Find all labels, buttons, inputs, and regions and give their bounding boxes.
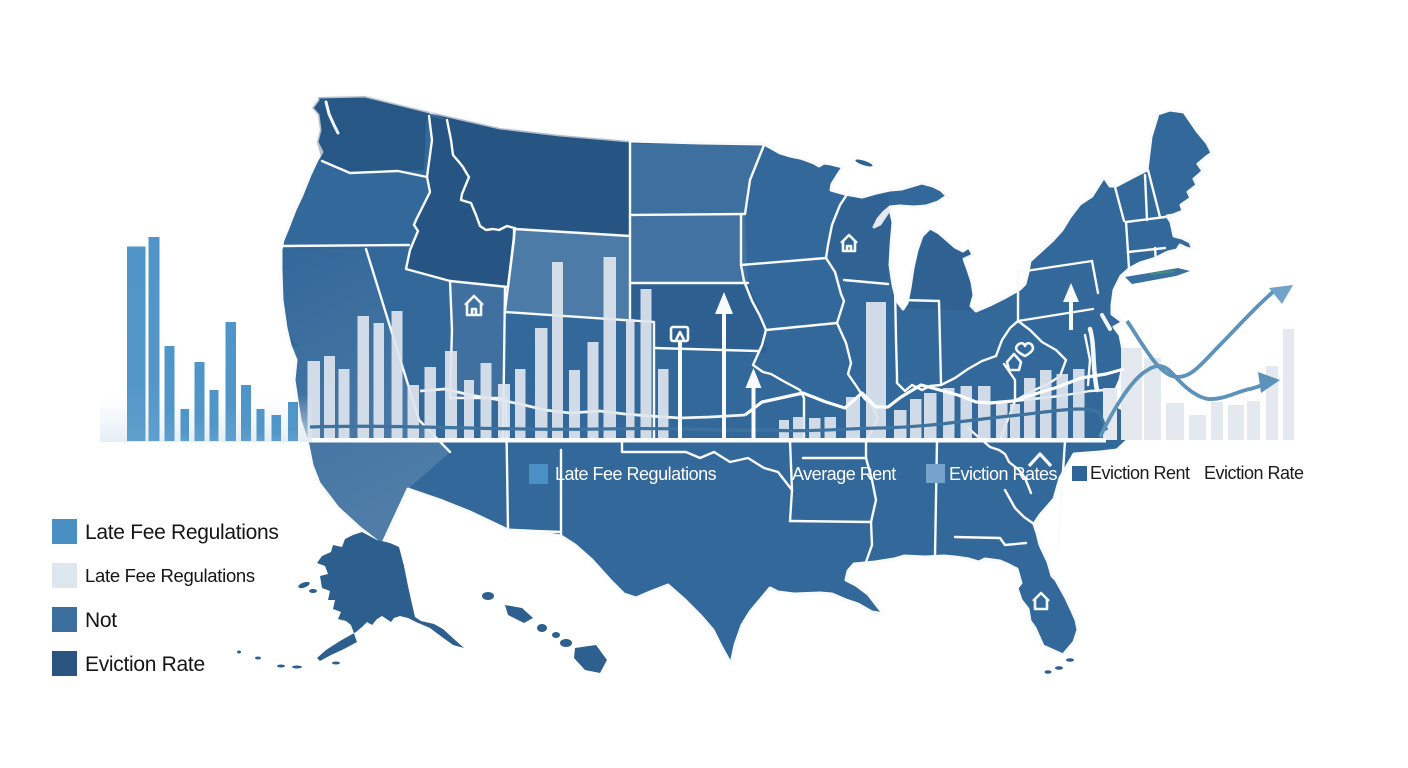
svg-text:Average Rent: Average Rent [792, 464, 896, 484]
svg-text:Eviction Rates: Eviction Rates [949, 464, 1058, 484]
svg-text:Late Fee Regulations: Late Fee Regulations [555, 464, 717, 484]
svg-text:Not: Not [85, 609, 117, 632]
svg-text:Eviction Rate: Eviction Rate [85, 653, 205, 676]
svg-text:Late Fee Regulations: Late Fee Regulations [85, 521, 279, 544]
svg-text:Eviction Rate: Eviction Rate [1204, 463, 1304, 483]
svg-text:Eviction Rent: Eviction Rent [1090, 463, 1190, 483]
svg-text:Late Fee Regulations: Late Fee Regulations [85, 565, 255, 586]
